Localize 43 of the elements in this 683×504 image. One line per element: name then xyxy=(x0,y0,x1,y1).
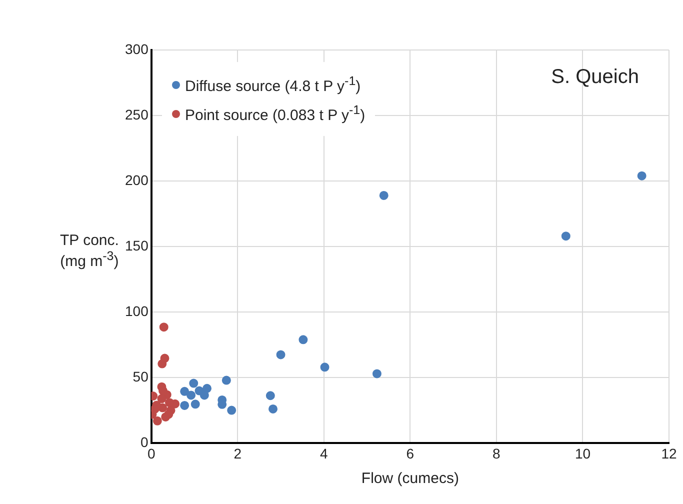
y-axis-title: TP conc. (mg m$^{-3}$) xyxy=(60,232,119,270)
point xyxy=(180,400,190,410)
y-tick-label: 150 xyxy=(125,237,149,254)
point xyxy=(151,404,160,414)
point xyxy=(276,350,286,360)
x-axis-title: Flow (cumecs) xyxy=(361,470,459,488)
y-tick-label: 300 xyxy=(125,40,149,57)
y-tick-label: 50 xyxy=(132,368,149,385)
x-tick-label: 2 xyxy=(234,445,242,462)
y-tick-label: 200 xyxy=(125,172,149,188)
point xyxy=(180,386,190,396)
point xyxy=(200,390,209,400)
point xyxy=(202,384,212,393)
point xyxy=(189,378,198,388)
point xyxy=(159,322,168,332)
annotation: S. Queich xyxy=(551,66,639,88)
x-tick-label: 12 xyxy=(661,445,677,462)
point xyxy=(164,398,174,408)
point xyxy=(157,394,166,404)
x-tick-label: 10 xyxy=(574,445,591,462)
x-tick-label: 8 xyxy=(492,445,501,462)
point xyxy=(637,171,646,180)
point xyxy=(268,404,278,414)
y-tick-label: 100 xyxy=(125,302,149,319)
point xyxy=(320,362,330,372)
point xyxy=(266,391,275,400)
x-tick-label: 6 xyxy=(406,445,414,462)
point xyxy=(227,406,236,415)
point xyxy=(186,390,196,400)
legend-label: Diffuse source (4.8 t P y$^{-1}$) xyxy=(185,74,361,95)
point xyxy=(372,369,382,378)
legend-label: Point source (0.083 t P y$^{-1}$) xyxy=(185,103,366,124)
point xyxy=(164,410,174,419)
point xyxy=(379,190,388,200)
point xyxy=(190,400,200,409)
x-tick-label: 4 xyxy=(320,445,328,462)
point xyxy=(561,232,570,241)
point xyxy=(152,416,162,426)
point xyxy=(298,335,308,344)
point xyxy=(158,359,167,368)
y-tick-label: 250 xyxy=(125,106,149,122)
point xyxy=(222,376,231,385)
y-tick-label: 0 xyxy=(140,434,149,450)
